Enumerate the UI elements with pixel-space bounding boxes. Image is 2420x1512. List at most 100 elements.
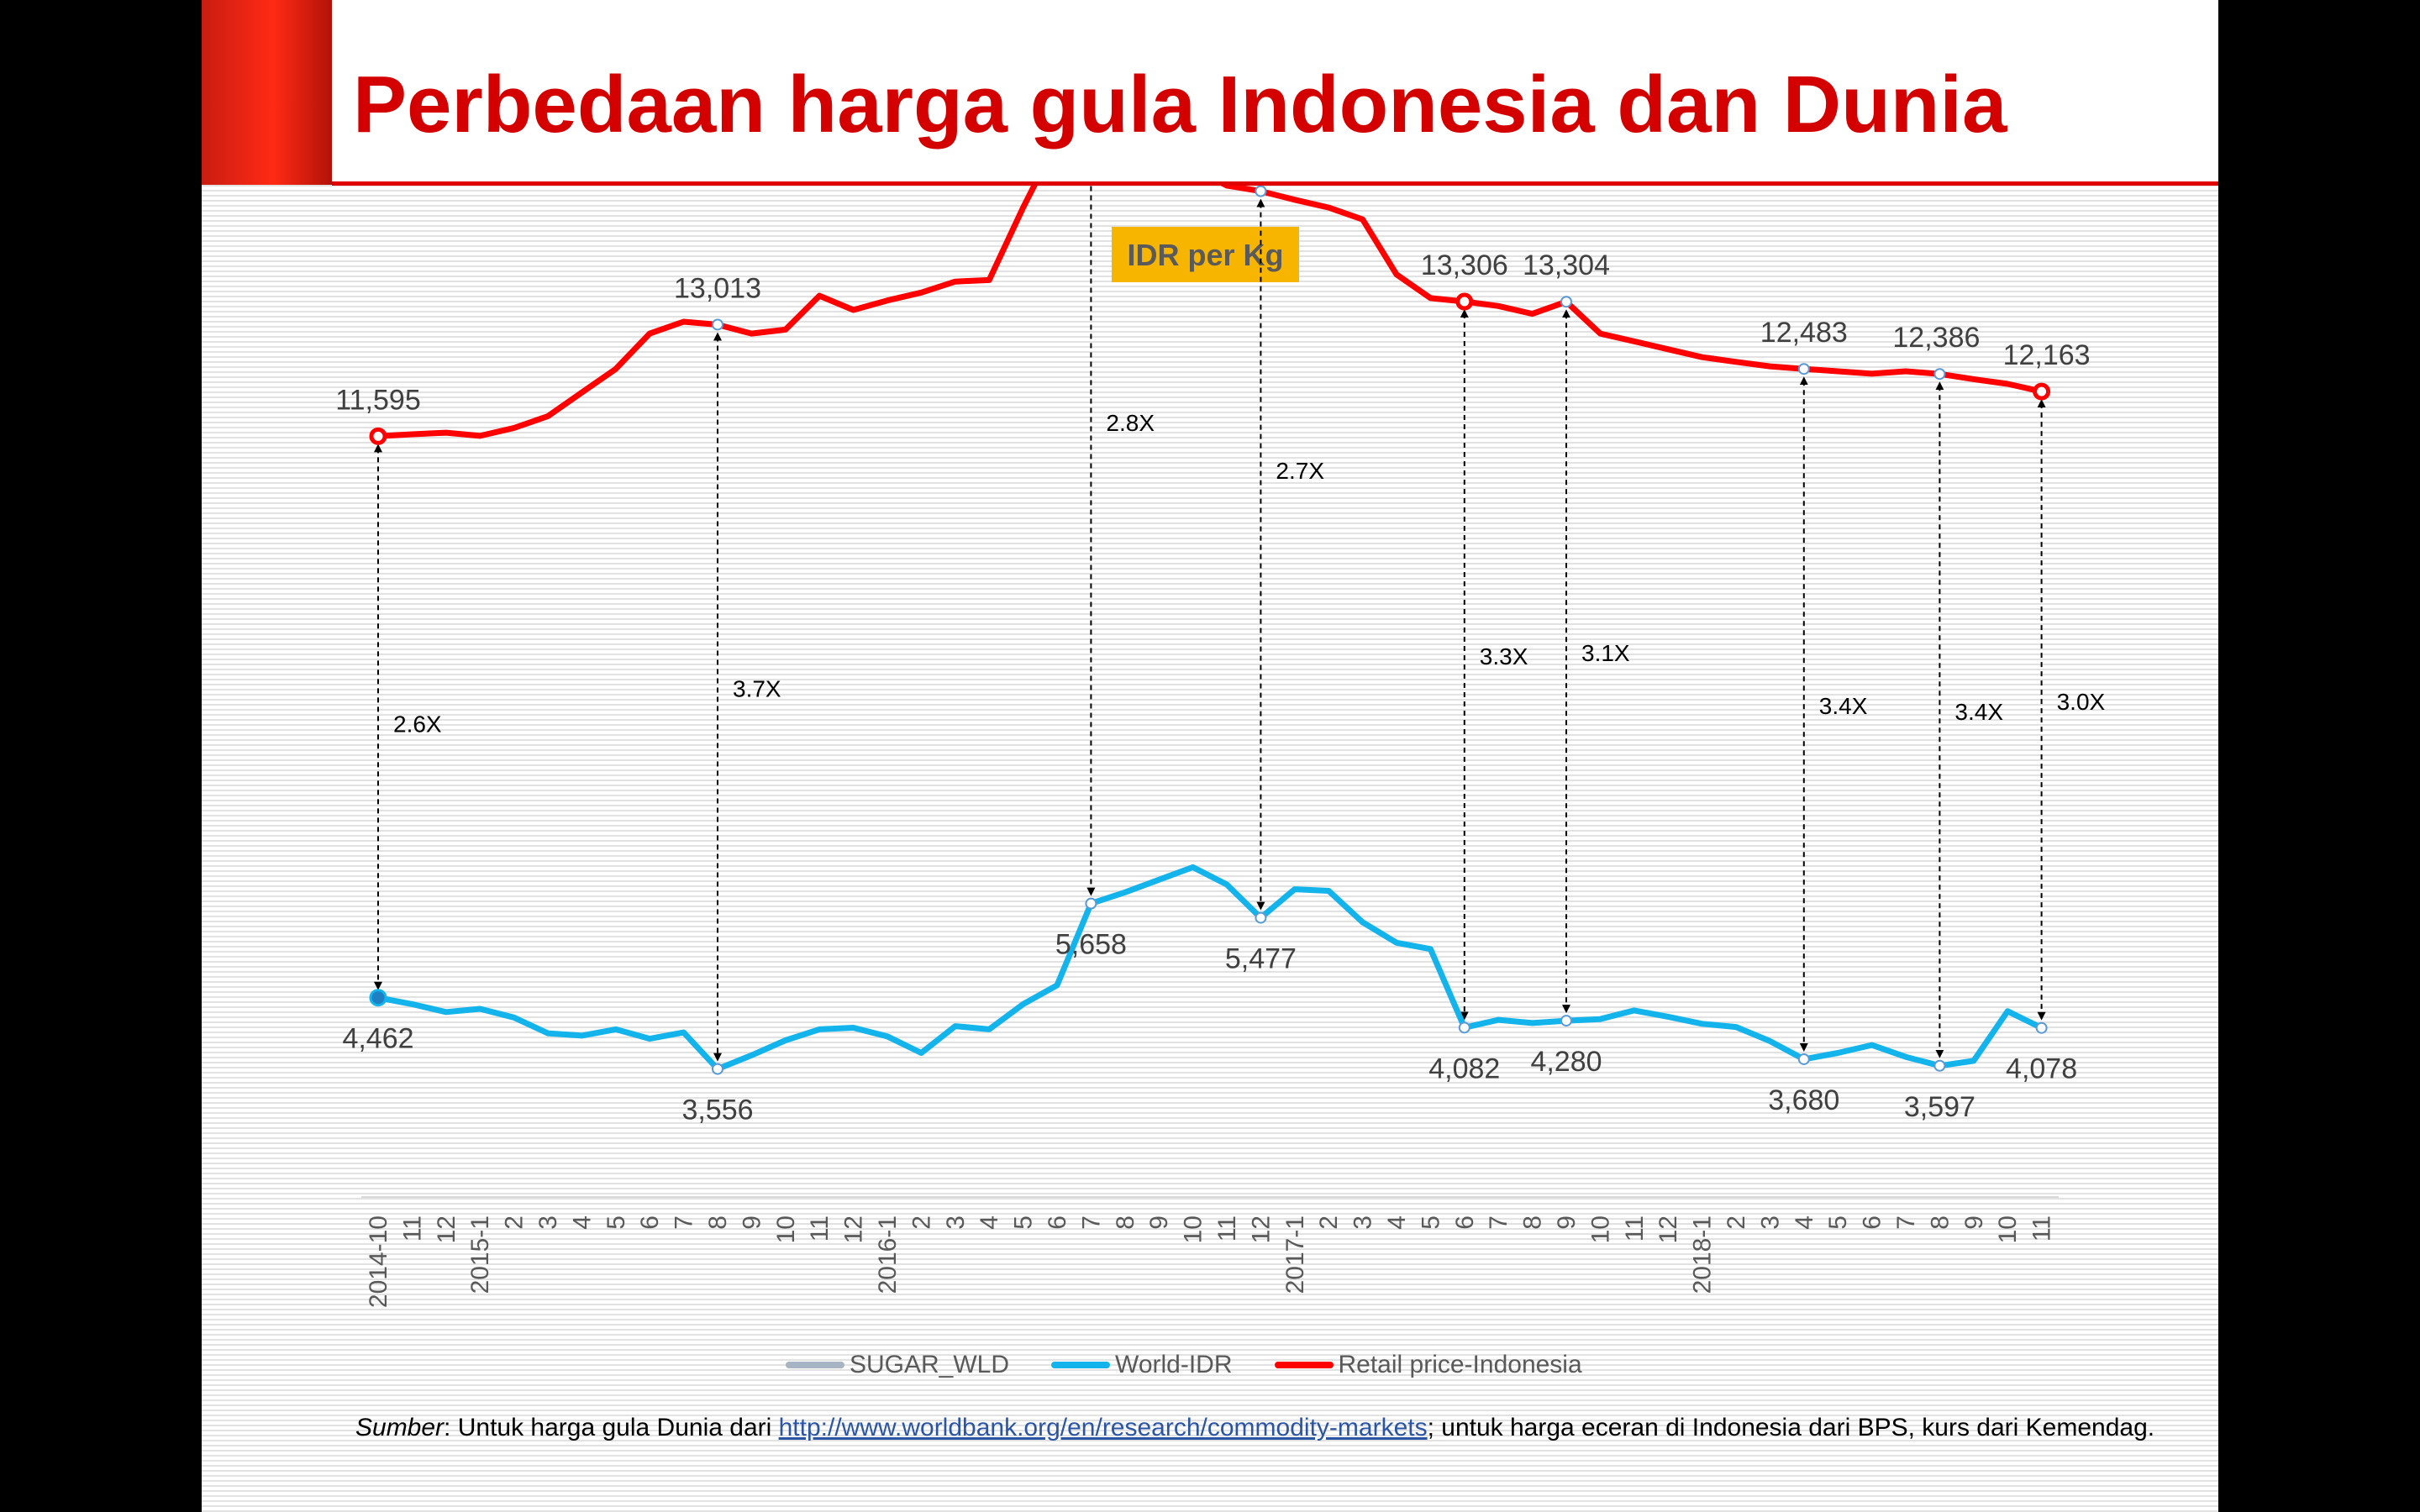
x-tick-label-19: 5: [1010, 1215, 1038, 1230]
x-tick-label-10: 8: [704, 1215, 732, 1230]
x-tick-label-45: 7: [1892, 1215, 1920, 1230]
world-value-label-6: 3,680: [1768, 1084, 1839, 1116]
unit-badge: IDR per Kg: [1112, 227, 1299, 282]
slide: Perbedaan harga gula Indonesia dan Dunia…: [202, 0, 2218, 1512]
x-tick-label-46: 8: [1926, 1215, 1954, 1230]
world-value-label-2: 5,658: [1055, 929, 1127, 961]
retail-marker-3: [1255, 186, 1267, 197]
x-tick-label-27: 2017-1: [1281, 1215, 1309, 1294]
legend-label-world-idr: World-IDR: [1115, 1351, 1233, 1378]
x-tick-label-39: 2018-1: [1689, 1215, 1717, 1294]
ratio-label-0: 2.6X: [393, 711, 442, 738]
retail-value-label-4: 13,306: [1421, 249, 1508, 281]
x-tick-label-28: 2: [1315, 1215, 1343, 1230]
x-tick-label-32: 6: [1451, 1215, 1479, 1230]
x-tick-label-47: 9: [1960, 1215, 1988, 1230]
series-line-world-idr: [375, 864, 2045, 1073]
x-tick-label-6: 4: [568, 1215, 596, 1230]
ratio-label-5: 3.1X: [1581, 640, 1630, 666]
world-value-label-0: 4,462: [342, 1023, 413, 1055]
ratio-label-8: 3.0X: [2057, 689, 2106, 715]
world-marker-7: [1933, 1059, 1946, 1072]
header-band: [202, 0, 2218, 185]
legend-swatch-world-idr: [1051, 1362, 1111, 1368]
series-lines: [375, 186, 2045, 1073]
x-tick-label-31: 5: [1417, 1215, 1444, 1230]
ratio-label-7: 3.4X: [1954, 699, 2003, 725]
slide-title: Perbedaan harga gula Indonesia dan Dunia: [353, 60, 2007, 150]
x-tick-label-8: 6: [636, 1215, 664, 1230]
source-text-before: : Untuk harga gula Dunia dari: [444, 1414, 779, 1441]
x-tick-label-24: 10: [1180, 1215, 1207, 1243]
x-tick-label-2: 12: [433, 1215, 460, 1243]
x-tick-label-21: 7: [1077, 1215, 1105, 1230]
retail-marker-4: [1455, 292, 1474, 311]
ratio-label-2: 2.8X: [1106, 410, 1155, 436]
data-labels: 11,59513,01315,74514,70913,30613,30412,4…: [335, 249, 2091, 1126]
price-chart: IDR per Kg 2.6X 3.7X 2.8X 2.7X 3.3X 3.1X 3.4X 3…: [335, 186, 2106, 1308]
world-marker-5: [1560, 1015, 1572, 1027]
retail-marker-6: [1797, 363, 1810, 375]
legend-swatch-retail: [1274, 1362, 1334, 1368]
world-value-label-1: 3,556: [681, 1095, 753, 1126]
world-value-label-4: 4,082: [1428, 1053, 1500, 1084]
x-tick-label-9: 7: [671, 1215, 698, 1230]
world-marker-2: [1085, 897, 1097, 910]
retail-marker-1: [712, 318, 723, 331]
x-tick-label-35: 9: [1553, 1215, 1581, 1230]
title-underline: [332, 181, 2218, 186]
x-tick-label-3: 2015-1: [466, 1215, 494, 1294]
legend-label-retail: Retail price-Indonesia: [1338, 1351, 1582, 1378]
x-tick-label-33: 7: [1485, 1215, 1512, 1230]
ratio-label-3: 2.7X: [1276, 458, 1324, 484]
retail-marker-8: [2033, 382, 2051, 401]
x-tick-label-42: 4: [1791, 1215, 1818, 1230]
accent-block: [202, 0, 332, 185]
retail-value-label-8: 12,163: [2003, 339, 2091, 371]
x-tick-label-18: 4: [976, 1215, 1003, 1230]
x-tick-label-37: 11: [1621, 1215, 1649, 1242]
world-marker-1: [712, 1063, 723, 1075]
world-value-label-3: 5,477: [1225, 943, 1297, 975]
x-tick-label-48: 10: [1994, 1215, 2022, 1243]
source-link[interactable]: http://www.worldbank.org/en/research/com…: [778, 1414, 1428, 1441]
retail-value-label-1: 13,013: [674, 272, 761, 304]
x-tick-label-44: 6: [1859, 1215, 1886, 1230]
world-marker-8: [2035, 1021, 2048, 1034]
world-value-label-7: 3,597: [1904, 1091, 1975, 1123]
ratio-label-4: 3.3X: [1480, 643, 1528, 669]
x-tick-label-36: 10: [1586, 1215, 1614, 1243]
x-tick-labels: 2014-10 11 12 2015-1 2 3 4 5 6 7 8 9 10 11 12 2016-1 2 3 4…: [365, 1215, 2056, 1308]
x-tick-label-38: 12: [1655, 1215, 1682, 1243]
x-tick-label-5: 3: [534, 1215, 562, 1230]
x-tick-label-16: 2: [908, 1215, 935, 1230]
retail-value-label-7: 12,386: [1892, 322, 1980, 354]
ratio-label-1: 3.7X: [733, 676, 781, 702]
legend: SUGAR_WLD World-IDR Retail price-Indones…: [786, 1348, 1582, 1382]
x-tick-label-15: 2016-1: [874, 1215, 902, 1294]
x-tick-label-11: 9: [738, 1215, 765, 1230]
retail-value-label-6: 12,483: [1760, 317, 1848, 349]
x-tick-label-30: 4: [1383, 1215, 1411, 1230]
legend-item-retail: Retail price-Indonesia: [1274, 1351, 1582, 1379]
x-tick-label-0: 2014-10: [365, 1215, 392, 1308]
x-tick-label-20: 6: [1044, 1215, 1071, 1230]
source-text-after: ; untuk harga eceran di Indonesia dari B…: [1427, 1414, 2155, 1441]
retail-marker-0: [369, 427, 387, 445]
x-tick-label-17: 3: [942, 1215, 970, 1230]
world-marker-6: [1797, 1053, 1810, 1065]
x-tick-label-23: 9: [1145, 1215, 1173, 1230]
source-note: Sumber: Untuk harga gula Dunia dari http…: [355, 1411, 2204, 1445]
world-value-label-8: 4,078: [2006, 1053, 2077, 1085]
retail-value-label-5: 13,304: [1523, 249, 1610, 281]
x-tick-label-43: 5: [1824, 1215, 1852, 1230]
x-tick-label-25: 11: [1213, 1215, 1241, 1242]
legend-item-world-idr: World-IDR: [1051, 1351, 1233, 1379]
retail-marker-7: [1933, 368, 1946, 381]
series-markers: [369, 186, 2051, 1075]
world-marker-3: [1255, 911, 1267, 924]
x-tick-label-1: 11: [398, 1215, 426, 1242]
legend-item-sugar-wld: SUGAR_WLD: [786, 1351, 1009, 1379]
legend-swatch-sugar-wld: [786, 1362, 844, 1368]
x-tick-label-40: 2: [1723, 1215, 1750, 1230]
